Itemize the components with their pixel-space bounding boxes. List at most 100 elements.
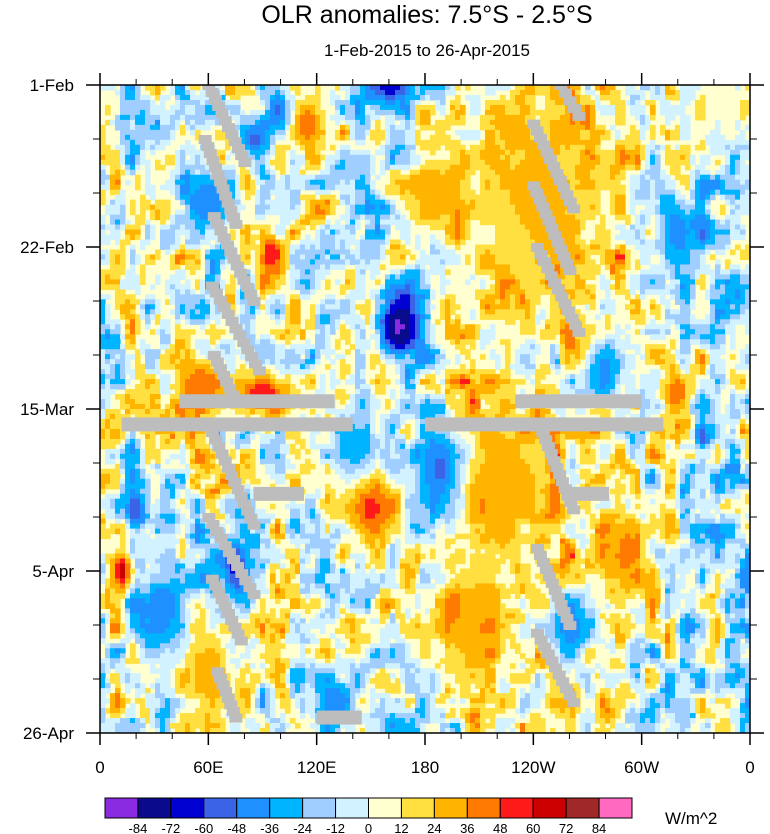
heatmap-cell [700,184,721,191]
heatmap-cell [660,413,691,420]
heatmap-cell [270,144,276,151]
heatmap-cell [380,349,386,355]
heatmap-cell [130,149,141,156]
heatmap-cell [355,124,371,131]
heatmap-cell [315,124,321,131]
heatmap-cell [290,229,296,236]
heatmap-cell [635,224,646,231]
heatmap-cell [630,199,661,206]
heatmap-cell [430,394,446,400]
heatmap-cell [190,473,196,480]
heatmap-cell [110,164,121,171]
heatmap-cell [385,299,391,305]
heatmap-cell [645,229,651,236]
heatmap-cell [155,89,161,96]
heatmap-cell [415,543,421,550]
heatmap-cell [105,379,111,385]
heatmap-cell [285,89,291,96]
heatmap-cell [250,433,256,440]
heatmap-cell [510,399,516,405]
heatmap-cell [615,274,626,280]
heatmap-cell [135,219,146,226]
heatmap-cell [325,528,331,535]
heatmap-cell [590,379,601,385]
heatmap-cell [600,498,611,505]
heatmap-cell [690,159,696,166]
heatmap-cell [670,274,676,280]
heatmap-cell [255,269,261,276]
heatmap-cell [700,433,706,440]
heatmap-cell [665,319,676,325]
heatmap-cell [700,438,706,445]
heatmap-cell [430,234,436,241]
heatmap-cell [370,413,376,420]
heatmap-cell [130,523,141,530]
heatmap-cell [555,513,566,520]
heatmap-cell [455,234,461,241]
heatmap-cell [240,239,246,246]
heatmap-cell [300,124,316,131]
heatmap-cell [265,134,271,141]
heatmap-cell [600,85,606,91]
heatmap-cell [695,99,706,106]
heatmap-cell [715,319,721,325]
heatmap-cell [685,369,691,375]
heatmap-cell [425,89,446,96]
heatmap-cell [680,503,696,510]
heatmap-cell [450,518,456,525]
heatmap-cell [375,89,386,96]
heatmap-cell [595,85,601,91]
heatmap-cell [655,448,661,455]
heatmap-cell [610,364,621,370]
heatmap-cell [385,189,401,196]
heatmap-cell [290,513,301,520]
heatmap-cell [410,85,416,91]
heatmap-cell [260,359,266,365]
heatmap-cell [725,279,731,285]
heatmap-cell [255,174,261,181]
heatmap-cell [355,483,366,490]
heatmap-cell [530,314,536,320]
heatmap-cell [290,284,296,290]
heatmap-cell [185,199,191,206]
heatmap-cell [170,453,186,460]
heatmap-cell [700,493,706,500]
heatmap-cell [625,249,631,256]
heatmap-cell [105,334,111,340]
heatmap-cell [695,109,706,116]
heatmap-cell [185,498,191,505]
heatmap-cell [420,409,446,415]
heatmap-cell [450,339,456,345]
heatmap-cell [490,404,501,410]
heatmap-cell [395,309,411,315]
heatmap-cell [460,154,471,161]
heatmap-cell [330,94,341,101]
heatmap-cell [610,284,616,290]
heatmap-cell [630,473,636,480]
heatmap-cell [240,538,246,545]
heatmap-cell [670,399,681,405]
heatmap-cell [395,543,401,550]
heatmap-cell [130,259,136,266]
heatmap-cell [100,229,106,236]
heatmap-cell [640,284,666,290]
heatmap-cell [335,389,346,395]
heatmap-cell [280,369,311,375]
heatmap-cell [565,543,571,550]
heatmap-cell [160,498,171,505]
heatmap-cell [145,324,151,330]
heatmap-cell [100,279,106,285]
heatmap-cell [130,119,136,126]
heatmap-cell [355,129,366,136]
heatmap-cell [570,443,576,450]
heatmap-cell [305,498,316,505]
heatmap-cell [645,443,651,450]
heatmap-cell [100,418,106,425]
heatmap-cell [335,119,341,126]
heatmap-cell [240,299,251,305]
heatmap-cell [290,364,301,370]
heatmap-cell [460,443,471,450]
heatmap-cell [575,119,581,126]
heatmap-cell [285,104,291,111]
heatmap-cell [630,184,641,191]
